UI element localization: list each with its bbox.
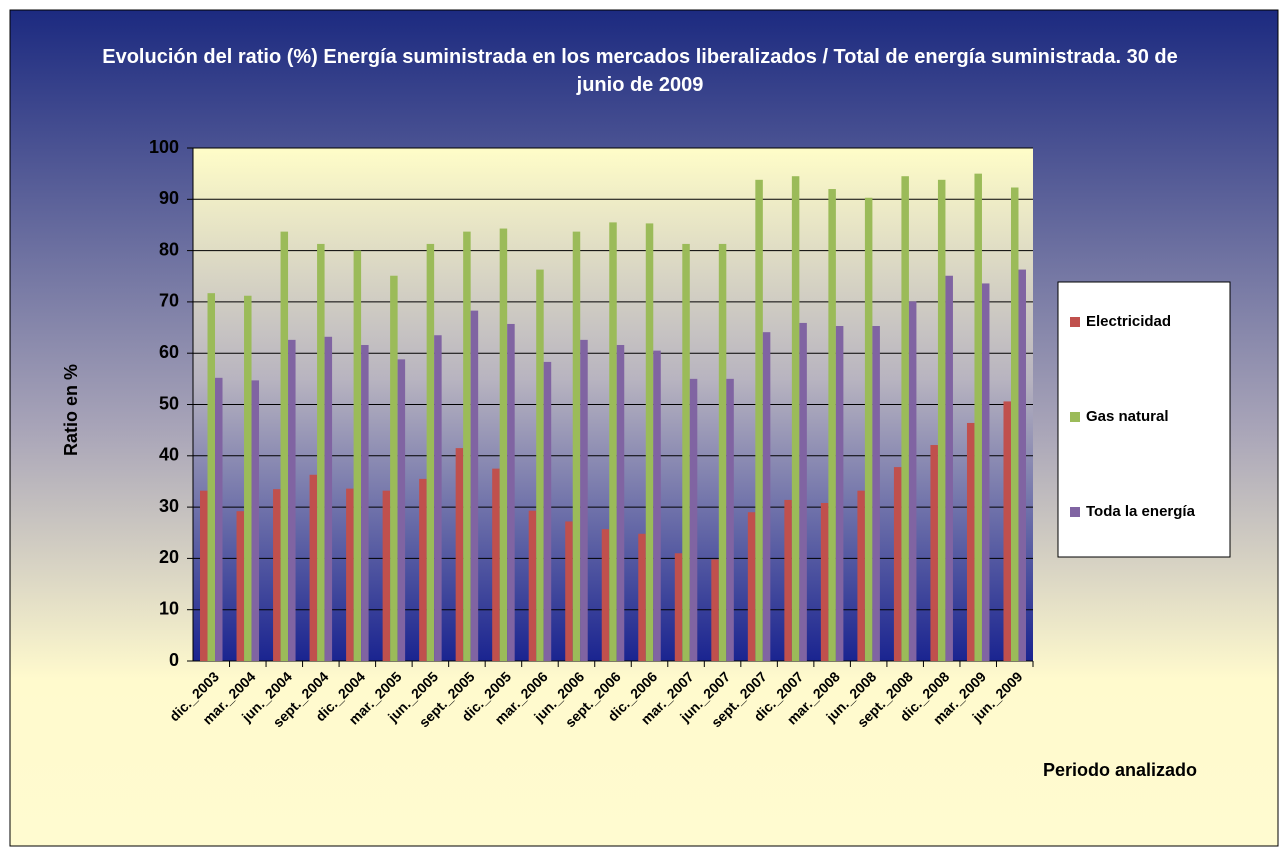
bar: [828, 189, 836, 662]
bar: [215, 377, 223, 661]
bar: [390, 275, 398, 661]
bar: [565, 521, 573, 661]
bar: [653, 350, 661, 661]
y-axis-label: Ratio en %: [61, 364, 81, 456]
bar: [244, 295, 252, 661]
bar: [601, 529, 610, 661]
bar: [901, 176, 909, 661]
y-tick-label: 0: [169, 650, 179, 670]
bar: [689, 378, 698, 661]
bar: [207, 293, 216, 661]
bar: [499, 228, 508, 661]
bar: [930, 445, 938, 661]
bar: [974, 173, 982, 661]
bar: [528, 510, 537, 661]
y-tick-label: 20: [159, 547, 179, 567]
bar: [507, 323, 515, 661]
bar: [726, 378, 734, 661]
bar: [945, 275, 953, 661]
bar: [470, 310, 479, 661]
bar: [820, 502, 829, 661]
bar: [463, 231, 471, 661]
bar: [674, 553, 683, 661]
bar: [288, 339, 296, 661]
bar: [324, 336, 333, 661]
bar: [236, 511, 245, 661]
y-tick-label: 90: [159, 188, 179, 208]
bar: [1018, 269, 1026, 661]
bar: [309, 474, 318, 661]
y-tick-label: 30: [159, 496, 179, 516]
bar: [835, 326, 844, 661]
bar: [200, 490, 208, 661]
bar: [317, 243, 325, 661]
bar: [455, 448, 464, 661]
bar: [908, 301, 917, 661]
legend: [1057, 281, 1231, 558]
bar: [572, 231, 581, 661]
bar: [616, 344, 625, 661]
bar: [1010, 187, 1019, 661]
x-axis-label: Periodo analizado: [1043, 760, 1197, 780]
y-tick-label: 60: [159, 342, 179, 362]
bar: [609, 222, 617, 661]
y-tick-label: 10: [159, 598, 179, 618]
bar: [346, 488, 354, 661]
bar: [937, 179, 946, 661]
bar: [762, 332, 771, 661]
bar: [718, 243, 727, 661]
y-tick-label: 40: [159, 445, 179, 465]
bar: [251, 380, 260, 661]
bar: [747, 512, 756, 661]
bar: [711, 559, 719, 661]
bar: [273, 489, 281, 661]
bar: [536, 269, 544, 661]
bar: [966, 422, 975, 661]
bar: [353, 250, 362, 661]
bar: [682, 243, 690, 661]
legend-label: Toda la energía: [1086, 503, 1196, 520]
bar: [426, 243, 435, 661]
bar: [755, 179, 763, 661]
legend-swatch: [1070, 507, 1080, 517]
bar: [799, 322, 807, 661]
bar: [1003, 401, 1011, 661]
bar: [434, 335, 442, 661]
bar: [857, 490, 865, 661]
legend-swatch: [1070, 412, 1080, 422]
bar: [638, 533, 646, 661]
bar: [893, 467, 902, 661]
y-tick-label: 100: [149, 137, 179, 157]
bar: [981, 283, 990, 661]
bar: [784, 499, 792, 661]
bar: [791, 176, 800, 661]
legend-label: Electricidad: [1086, 313, 1171, 330]
bar: [492, 468, 500, 661]
bar: [397, 359, 406, 661]
y-tick-label: 80: [159, 239, 179, 259]
bar: [543, 361, 552, 661]
y-tick-label: 50: [159, 393, 179, 413]
chart-title: Evolución del ratio (%) Energía suminist…: [102, 46, 1178, 96]
bar: [580, 339, 588, 661]
bar: [361, 344, 369, 661]
bar: [872, 326, 880, 661]
y-tick-label: 70: [159, 291, 179, 311]
bar: [645, 223, 654, 661]
legend-swatch: [1070, 317, 1080, 327]
bar: [864, 197, 873, 662]
bar: [382, 490, 391, 661]
bar: [280, 231, 289, 661]
legend-label: Gas natural: [1086, 408, 1169, 425]
bar: [419, 478, 427, 661]
